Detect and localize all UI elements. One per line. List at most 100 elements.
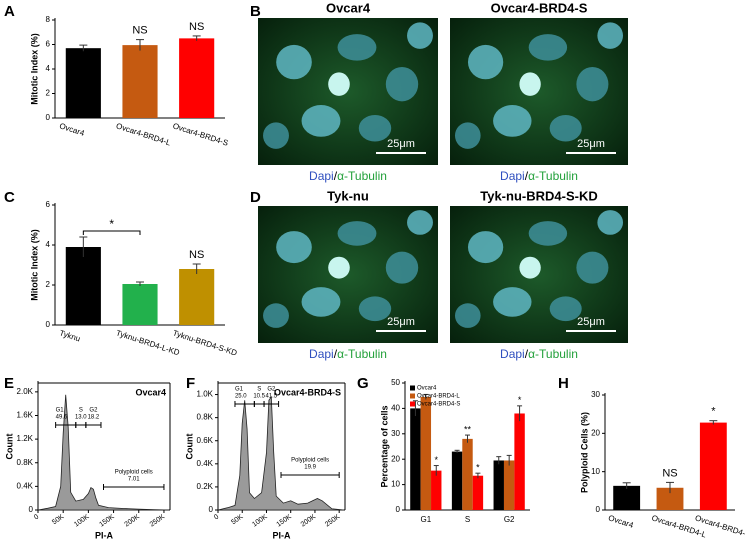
histogram (217, 395, 345, 511)
y-tick-label: 0.8K (197, 413, 214, 422)
bar (410, 408, 421, 510)
nucleus (337, 34, 377, 61)
nucleus (467, 231, 504, 264)
legend-label: Ovcar4-BRD4-L (417, 394, 460, 400)
gate-percent: 41.5 (265, 394, 277, 400)
x-tick-label: Tyknu-BRD4-S-KD (172, 328, 239, 357)
caption: Dapi/α-Tubulin (309, 347, 387, 361)
nucleus (407, 210, 433, 235)
caption-part: α-Tubulin (528, 169, 578, 183)
bar (493, 460, 504, 510)
nucleus (467, 44, 504, 80)
x-tick-label: 50K (230, 513, 244, 526)
x-tick-label: 150K (98, 513, 116, 528)
image-title: Tyk-nu (327, 188, 369, 203)
caption-part: / (334, 347, 338, 361)
nucleus (337, 221, 377, 246)
y-tick-label: 1.0K (197, 390, 214, 399)
panel-letter: E (4, 375, 14, 392)
y-tick-label: 10 (391, 480, 400, 489)
y-tick-label: 0.4K (17, 481, 34, 490)
x-tick-label: 50K (51, 513, 65, 526)
bar (503, 460, 515, 510)
nucleus (493, 287, 532, 317)
bar-label: NS (132, 25, 147, 37)
bar-label: NS (189, 21, 204, 33)
x-tick-label: Tyknu-BRD4-L-KD (115, 328, 181, 357)
mitotic-cell (328, 256, 350, 279)
gate-name: Polyploid cells (115, 470, 153, 476)
y-axis-label: Mitotic Index (%) (29, 229, 39, 301)
gate-name: G2 (89, 408, 98, 414)
legend-label: Ovcar4-BRD4-S (417, 402, 460, 408)
nucleus (576, 66, 609, 102)
panel-letter: B (250, 3, 261, 20)
gate-name: Polyploid cells (291, 458, 329, 464)
gate-percent: 7.01 (128, 477, 140, 483)
y-tick-label: 6 (46, 200, 51, 209)
gate-percent: 49.6 (56, 415, 68, 421)
y-axis-label: Percentage of cells (379, 405, 389, 487)
gate-percent: 25.0 (235, 394, 247, 400)
nucleus (276, 44, 312, 80)
y-tick-label: 30 (591, 390, 600, 399)
x-tick-label: 200K (124, 513, 142, 528)
y-tick-label: 0.8K (17, 458, 34, 467)
scale-label: 25μm (577, 316, 605, 328)
y-tick-label: 20 (391, 454, 400, 463)
bar-label: NS (662, 467, 677, 479)
gate-percent: 13.0 (75, 415, 87, 421)
bar (179, 38, 215, 118)
bar (613, 485, 641, 510)
bar-label: * (434, 455, 438, 465)
nucleus (528, 221, 568, 246)
y-tick-label: 0 (396, 505, 401, 514)
legend-swatch (410, 393, 415, 399)
gate-name: G1 (235, 387, 244, 393)
caption: Dapi/α-Tubulin (500, 169, 578, 183)
x-tick-label: G2 (504, 515, 515, 524)
histogram (37, 394, 170, 511)
nucleus (358, 115, 392, 142)
nucleus (528, 34, 568, 61)
x-axis-label: PI-A (95, 530, 114, 540)
nucleus (597, 22, 624, 49)
y-axis-label: Count (4, 434, 14, 460)
nucleus (576, 251, 609, 284)
nucleus (454, 303, 481, 328)
bar (462, 438, 473, 510)
nucleus (358, 296, 392, 322)
bar (65, 48, 101, 118)
caption-part: / (334, 169, 338, 183)
panel-letter: C (4, 189, 15, 206)
caption: Dapi/α-Tubulin (309, 169, 387, 183)
x-tick-label: 100K (251, 513, 269, 528)
y-tick-label: 1.6K (17, 411, 34, 420)
nucleus (597, 210, 624, 235)
caption-part: α-Tubulin (528, 347, 578, 361)
significance-bracket (82, 230, 141, 235)
legend-swatch (410, 401, 415, 407)
bar (699, 422, 727, 510)
image-title: Tyk-nu-BRD4-S-KD (480, 188, 597, 203)
y-tick-label: 4 (46, 240, 51, 249)
bar (420, 396, 432, 510)
bar (656, 487, 684, 510)
nucleus (263, 122, 289, 149)
x-tick-label: 200K (300, 513, 318, 528)
caption-part: Dapi (309, 169, 334, 183)
caption-part: α-Tubulin (337, 347, 387, 361)
x-tick-label: Ovcar4-BRD4-S (172, 121, 230, 147)
y-tick-label: 8 (46, 15, 51, 24)
y-tick-label: 0 (596, 505, 601, 514)
caption-part: / (525, 169, 529, 183)
x-tick-label: 150K (275, 513, 293, 528)
x-tick-label: Ovcar4 (607, 513, 635, 530)
nucleus (385, 251, 419, 284)
sample-name: Ovcar4-BRD4-S (274, 387, 341, 397)
y-tick-label: 6 (46, 40, 51, 49)
caption-part: α-Tubulin (337, 169, 387, 183)
x-tick-label: Tyknu (58, 328, 81, 343)
y-tick-label: 20 (591, 428, 600, 437)
bar (431, 470, 442, 510)
